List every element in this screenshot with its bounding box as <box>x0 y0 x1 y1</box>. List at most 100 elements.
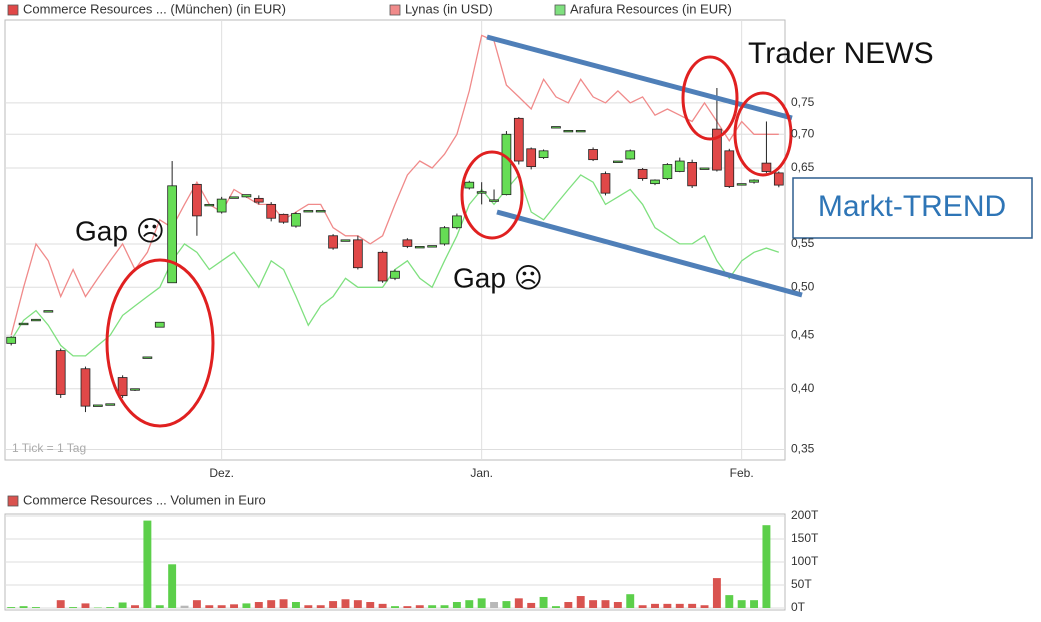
volume-bar <box>378 603 387 608</box>
volume-bar <box>601 600 610 608</box>
markt-trend-box <box>792 177 1033 239</box>
volume-bar <box>69 607 78 608</box>
volume-bar <box>465 600 474 608</box>
volume-bar <box>217 605 226 608</box>
candle-body <box>613 160 623 163</box>
candle-body <box>724 150 735 187</box>
volume-bar <box>452 602 461 608</box>
candle-body <box>315 210 326 213</box>
volume-bar <box>143 520 152 608</box>
candle-body <box>93 404 103 407</box>
volume-bar <box>19 606 28 608</box>
candle-body <box>625 150 636 160</box>
y-tick-label: 0,40 <box>791 381 815 395</box>
volume-bar <box>651 603 659 608</box>
x-tick-label: Feb. <box>730 466 754 480</box>
candle-body <box>303 210 314 213</box>
candle-body <box>390 270 400 279</box>
volume-bar <box>564 602 573 608</box>
volume-bar <box>626 594 635 608</box>
candle-body <box>204 203 215 207</box>
volume-bar <box>180 605 189 608</box>
volume-bar <box>725 595 734 608</box>
main-plot-frame <box>4 19 786 461</box>
trend-line-upper <box>486 34 793 121</box>
candle-body <box>699 167 710 170</box>
volume-bar <box>242 603 251 608</box>
volume-bar <box>551 606 560 608</box>
volume-bar <box>490 602 499 608</box>
volume-bar <box>131 605 139 608</box>
volume-bar <box>688 603 697 608</box>
candle-body <box>105 403 116 406</box>
volume-bar <box>700 605 709 608</box>
volume-bar <box>663 603 672 608</box>
candle-body <box>761 162 772 172</box>
highlight-ellipse <box>681 55 739 141</box>
volume-bar <box>279 599 288 608</box>
candle-body <box>538 150 549 159</box>
candle-body <box>402 239 413 247</box>
volume-bar <box>502 601 511 608</box>
volume-bar <box>329 601 338 608</box>
candle-body <box>513 117 524 162</box>
candle-body <box>427 245 437 248</box>
y-tick-label: 0,45 <box>791 327 815 341</box>
volume-bar <box>155 605 164 608</box>
annotation: Gap ☹ <box>75 215 165 246</box>
volume-bar <box>31 607 40 608</box>
candle-body <box>575 130 586 133</box>
legend-swatch <box>554 4 566 16</box>
candle-body <box>588 149 598 161</box>
volume-bar <box>205 605 214 608</box>
candle-body <box>278 213 289 223</box>
candle-body <box>489 199 499 202</box>
candle-body <box>377 251 388 282</box>
x-tick-label: Jan. <box>470 466 493 480</box>
volume-bar <box>291 602 300 608</box>
legend-label: Arafura Resources (in EUR) <box>570 1 732 16</box>
y-tick-label: 150T <box>791 531 819 545</box>
volume-bar <box>230 604 239 608</box>
legend-label: Commerce Resources ... (München) (in EUR… <box>23 1 286 16</box>
candle-body <box>352 239 363 269</box>
candle-body <box>154 321 165 328</box>
annotation: Markt-TREND <box>818 190 1006 223</box>
volume-bar <box>675 603 684 608</box>
price-line <box>10 173 780 357</box>
candle-body <box>130 388 140 391</box>
volume-bar <box>613 602 622 608</box>
x-tick-label: Dez. <box>209 466 234 480</box>
candle-body <box>526 148 537 167</box>
legend-label: Lynas (in USD) <box>405 1 493 16</box>
volume-bar <box>415 605 424 608</box>
legend-swatch <box>389 4 401 16</box>
candle-body <box>600 173 611 194</box>
volume-bar <box>440 605 449 608</box>
candle-body <box>80 368 91 407</box>
volume-bar <box>81 603 90 608</box>
highlight-ellipse <box>460 150 524 240</box>
candle-body <box>687 162 698 187</box>
volume-bar <box>254 602 263 608</box>
y-tick-label: 200T <box>791 508 819 522</box>
candle-body <box>340 239 351 242</box>
volume-bar <box>750 600 759 608</box>
y-tick-label: 0,35 <box>791 442 815 456</box>
y-tick-label: 0,55 <box>791 236 815 250</box>
candle-body <box>464 181 475 189</box>
candle-body <box>501 133 512 196</box>
y-tick-label: 50T <box>791 577 812 591</box>
candle-body <box>43 310 54 313</box>
volume-bar <box>514 598 523 608</box>
candle-body <box>241 194 252 198</box>
volume-bar <box>762 525 771 608</box>
y-tick-label: 100T <box>791 554 819 568</box>
volume-bar <box>168 564 177 608</box>
candle-body <box>266 203 277 219</box>
volume-bar <box>267 600 276 608</box>
candle-body <box>6 336 17 344</box>
plot-layer <box>5 20 785 609</box>
candle-body <box>637 168 648 179</box>
candle-body <box>674 160 685 172</box>
